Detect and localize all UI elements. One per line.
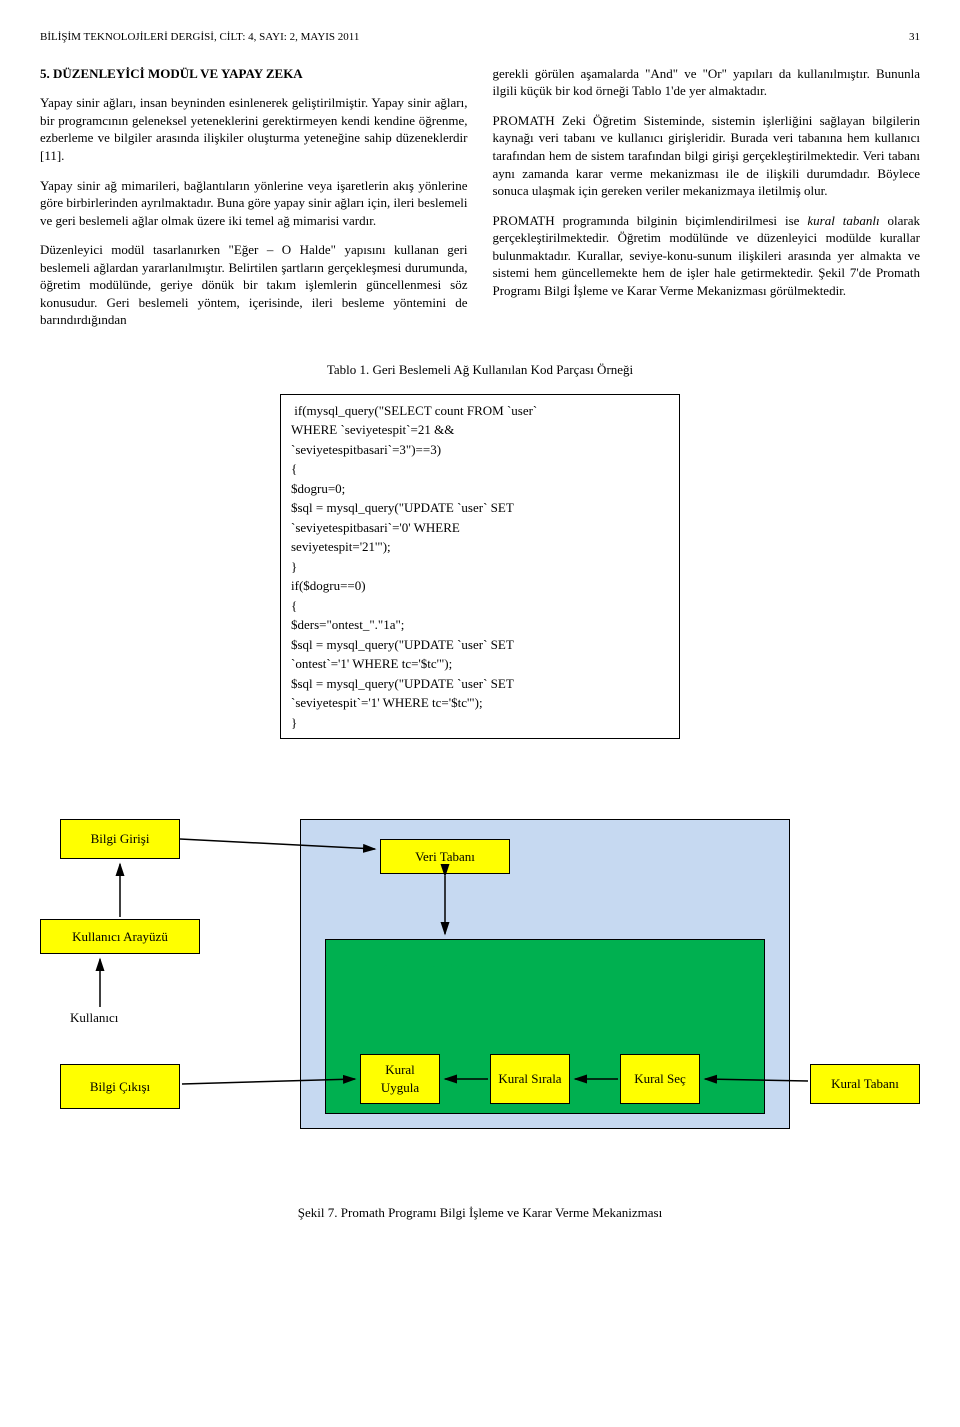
right-column: gerekli görülen aşamalarda "And" ve "Or"… — [493, 65, 921, 341]
right-paragraph-2: PROMATH Zeki Öğretim Sisteminde, sistemi… — [493, 112, 921, 200]
bilgi-cikisi-box: Bilgi Çıkışı — [60, 1064, 180, 1109]
right-paragraph-3: PROMATH programında bilginin biçimlendir… — [493, 212, 921, 300]
right-p3-italic: kural tabanlı — [807, 213, 879, 228]
kullanici-arayuzu-box: Kullanıcı Arayüzü — [40, 919, 200, 954]
right-paragraph-1: gerekli görülen aşamalarda "And" ve "Or"… — [493, 65, 921, 100]
code-box: if(mysql_query("SELECT count FROM `user`… — [280, 394, 680, 740]
page-number: 31 — [909, 30, 920, 45]
left-paragraph-3: Düzenleyici modül tasarlanırken "Eğer – … — [40, 241, 468, 329]
left-column: 5. DÜZENLEYİCİ MODÜL VE YAPAY ZEKA Yapay… — [40, 65, 468, 341]
left-paragraph-2: Yapay sinir ağ mimarileri, bağlantıların… — [40, 177, 468, 230]
kullanici-label: Kullanıcı — [70, 1009, 118, 1027]
journal-title: BİLİŞİM TEKNOLOJİLERİ DERGİSİ, CİLT: 4, … — [40, 30, 359, 45]
code-box-wrap: if(mysql_query("SELECT count FROM `user`… — [40, 394, 920, 740]
left-paragraph-1: Yapay sinir ağları, insan beyninden esin… — [40, 94, 468, 164]
bilgi-girisi-box: Bilgi Girişi — [60, 819, 180, 859]
table-caption: Tablo 1. Geri Beslemeli Ağ Kullanılan Ko… — [40, 361, 920, 379]
veri-tabani-box: Veri Tabanı — [380, 839, 510, 874]
kural-sirala-box: Kural Sırala — [490, 1054, 570, 1104]
page-header: BİLİŞİM TEKNOLOJİLERİ DERGİSİ, CİLT: 4, … — [40, 30, 920, 45]
kural-tabani-box: Kural Tabanı — [810, 1064, 920, 1104]
diagram: Veri Tabanı Karar Verme Mekanizması Bilg… — [40, 819, 920, 1179]
right-p3-a: PROMATH programında bilginin biçimlendir… — [493, 213, 808, 228]
body-columns: 5. DÜZENLEYİCİ MODÜL VE YAPAY ZEKA Yapay… — [40, 65, 920, 341]
kural-uygula-box: Kural Uygula — [360, 1054, 440, 1104]
karar-verme-label: Karar Verme Mekanizması — [380, 959, 520, 977]
kural-sec-box: Kural Seç — [620, 1054, 700, 1104]
figure-caption: Şekil 7. Promath Programı Bilgi İşleme v… — [40, 1204, 920, 1222]
karar-text: Karar Verme Mekanizması — [380, 960, 520, 975]
section-title: 5. DÜZENLEYİCİ MODÜL VE YAPAY ZEKA — [40, 65, 468, 83]
